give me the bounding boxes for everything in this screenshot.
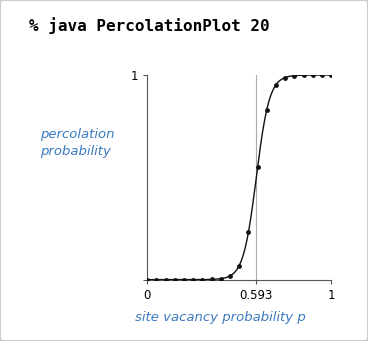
Point xyxy=(172,277,178,282)
Point xyxy=(199,277,205,282)
Point xyxy=(328,72,334,78)
Point xyxy=(319,72,325,78)
Point xyxy=(301,72,307,78)
Point xyxy=(236,263,242,268)
Text: percolation
probability: percolation probability xyxy=(40,128,115,158)
Point xyxy=(163,277,169,282)
Point xyxy=(273,82,279,88)
Point xyxy=(282,75,288,80)
Point xyxy=(218,276,224,281)
Point xyxy=(245,230,251,235)
Point xyxy=(144,277,150,282)
Point xyxy=(190,277,196,282)
Point xyxy=(209,277,215,282)
Point xyxy=(310,72,316,78)
Point xyxy=(291,73,297,78)
Point xyxy=(181,277,187,282)
Point xyxy=(153,277,159,282)
Point xyxy=(264,107,270,112)
Text: % java PercolationPlot 20: % java PercolationPlot 20 xyxy=(29,17,270,34)
Point xyxy=(255,165,261,170)
Point xyxy=(227,273,233,279)
Text: site vacancy probability p: site vacancy probability p xyxy=(135,311,306,324)
